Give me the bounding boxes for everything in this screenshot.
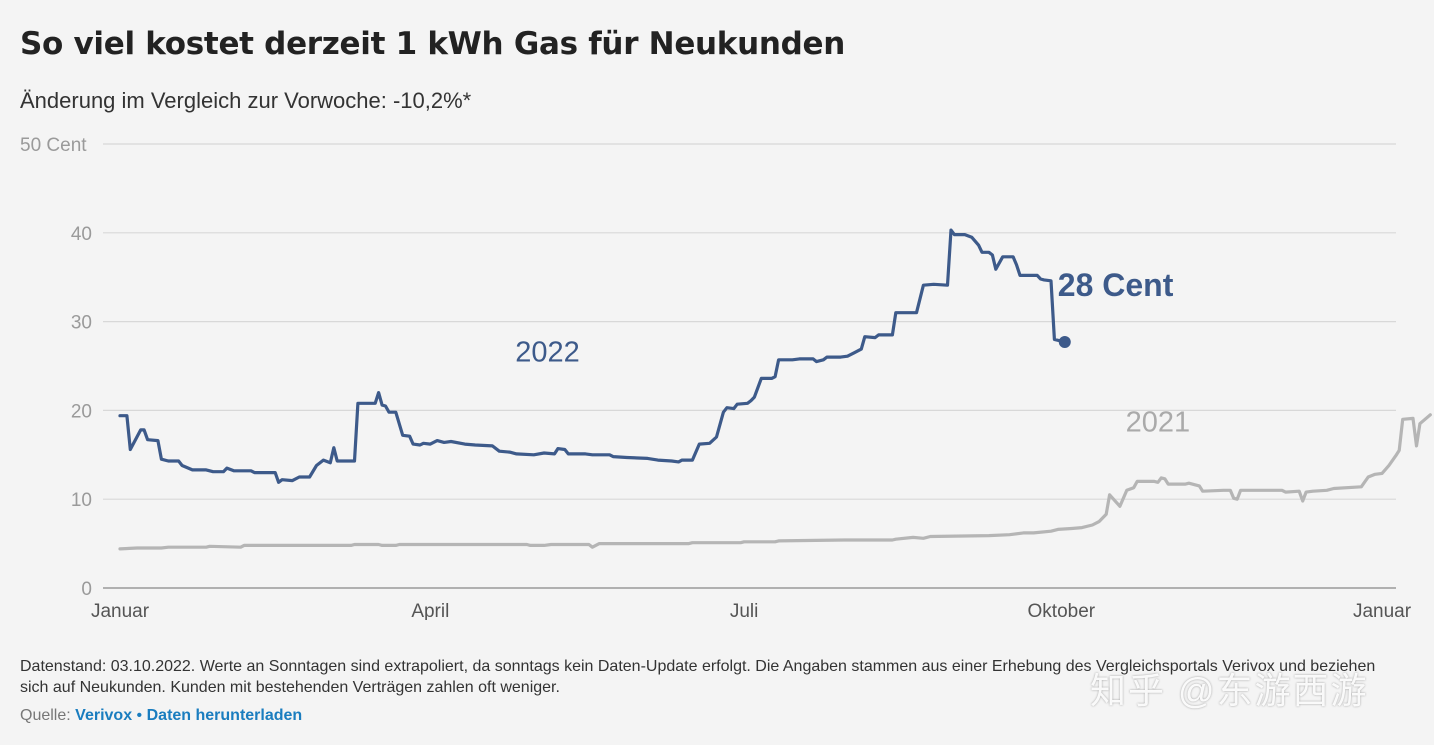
series-end-point-2022: [1058, 336, 1071, 349]
source-separator: •: [136, 707, 143, 724]
download-data-link[interactable]: Daten herunterladen: [146, 707, 303, 724]
series-lines: [118, 228, 1432, 551]
footnote: Datenstand: 03.10.2022. Werte an Sonntag…: [20, 658, 1376, 696]
x-tick-label-1: April: [411, 601, 449, 620]
watermark: 知乎 @东游西游: [1090, 670, 1369, 711]
x-tick-label-3: Oktober: [1028, 601, 1096, 620]
verivox-link[interactable]: Verivox: [75, 707, 133, 724]
grid-lines: [103, 143, 1396, 589]
series-line-2022: [118, 228, 1067, 484]
x-tick-label-2: Juli: [730, 601, 759, 620]
axis-ticks: 0 10 20 30 40 50 Cent Januar April Juli Oktober Ja…: [20, 135, 1412, 620]
source-label: Quelle:: [20, 707, 71, 724]
x-tick-label-0: Januar: [91, 601, 150, 620]
line-chart: 0 10 20 30 40 50 Cent Januar April Juli Oktober Ja…: [20, 135, 1432, 620]
y-tick-label-30: 30: [71, 313, 92, 334]
chart-subtitle: Änderung im Vergleich zur Vorwoche: -10,…: [20, 88, 472, 113]
current-value-label: 28 Cent: [1058, 267, 1174, 303]
chart-title: So viel kostet derzeit 1 kWh Gas für Neu…: [20, 26, 846, 62]
series-line-2021: [118, 413, 1432, 551]
y-tick-label-10: 10: [71, 490, 92, 511]
y-tick-label-50: 50 Cent: [20, 135, 87, 156]
y-tick-label-40: 40: [71, 224, 92, 245]
series-label-2021: 2021: [1126, 407, 1191, 439]
series-label-2022: 2022: [515, 337, 580, 369]
y-tick-label-0: 0: [81, 579, 92, 600]
source-line: Quelle: Verivox • Daten herunterladen: [20, 707, 302, 725]
y-tick-label-20: 20: [71, 401, 92, 422]
x-tick-label-4: Januar: [1353, 601, 1412, 620]
annotations: 28 Cent 2022 2021: [515, 267, 1190, 439]
